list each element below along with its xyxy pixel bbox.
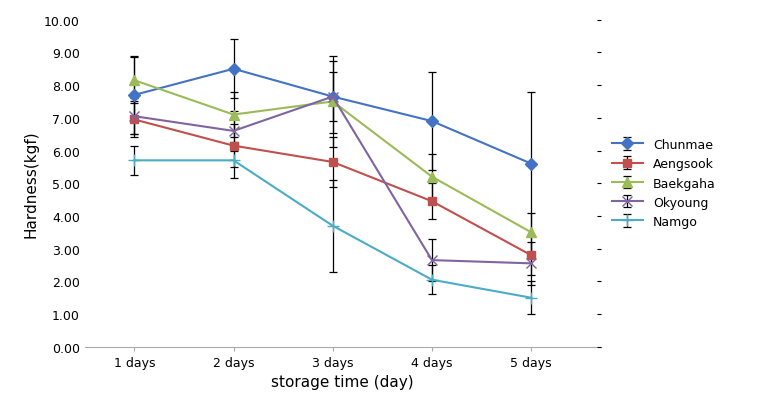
Legend: Chunmae, Aengsook, Baekgaha, Okyoung, Namgo: Chunmae, Aengsook, Baekgaha, Okyoung, Na… [607, 134, 721, 234]
X-axis label: storage time (day): storage time (day) [271, 375, 414, 389]
Y-axis label: Hardness(kgf): Hardness(kgf) [23, 130, 38, 237]
